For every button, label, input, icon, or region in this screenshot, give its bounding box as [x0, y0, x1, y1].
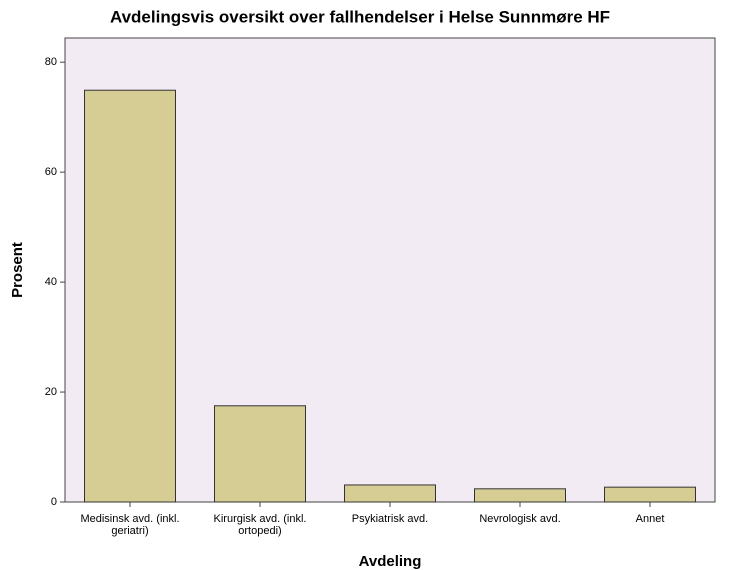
- x-tick-label: Nevrologisk avd.: [479, 513, 561, 525]
- bar: [344, 484, 436, 503]
- bar: [84, 89, 176, 503]
- x-tick-label: Kirurgisk avd. (inkl. ortopedi): [213, 513, 307, 537]
- bar: [214, 405, 306, 503]
- y-tick-label: 0: [51, 496, 57, 508]
- y-axis-label: Prosent: [9, 242, 26, 298]
- y-tick-label: 40: [45, 276, 57, 288]
- bar: [474, 488, 566, 503]
- bar: [604, 486, 696, 503]
- x-axis-label: Avdeling: [359, 553, 422, 570]
- x-tick-label: Psykiatrisk avd.: [351, 513, 429, 525]
- chart-title: Avdelingsvis oversikt over fallhendelser…: [110, 7, 610, 26]
- x-tick-label: Annet: [635, 513, 665, 525]
- y-tick-label: 20: [45, 386, 57, 398]
- y-tick-label: 60: [45, 166, 57, 178]
- x-tick-label: Medisinsk avd. (inkl. geriatri): [80, 513, 180, 537]
- y-tick-label: 80: [45, 56, 57, 68]
